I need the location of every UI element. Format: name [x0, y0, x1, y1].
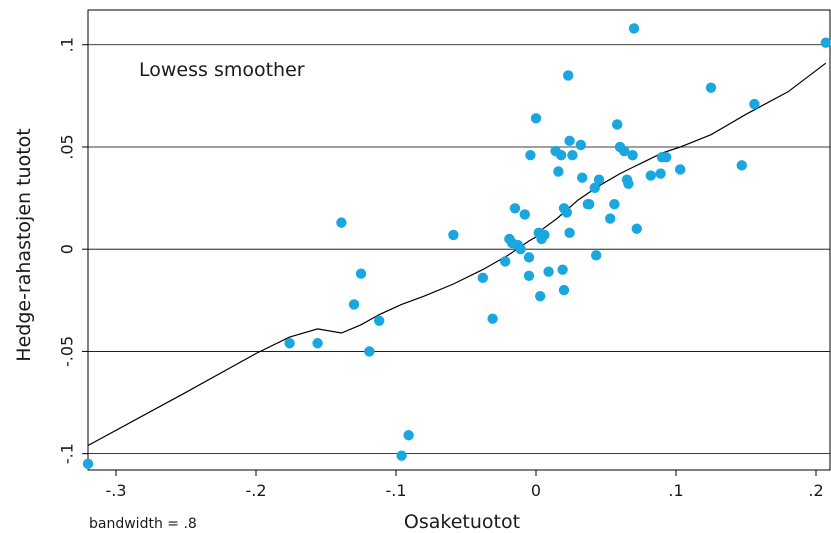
data-point: [535, 291, 546, 302]
data-point: [623, 178, 634, 189]
data-point: [564, 135, 575, 147]
data-point: [558, 284, 570, 296]
data-point: [364, 346, 375, 357]
data-point: [612, 119, 623, 130]
data-point: [396, 450, 407, 461]
data-point: [553, 166, 564, 177]
data-point: [403, 430, 414, 441]
x-tick-label: -.3: [105, 481, 126, 500]
annotation-label: Lowess smoother: [139, 59, 305, 81]
data-point: [645, 170, 656, 181]
data-point: [336, 217, 347, 228]
data-point: [593, 174, 605, 185]
plot-frame: [87, 9, 831, 471]
data-point: [749, 98, 760, 110]
data-point: [312, 338, 323, 349]
x-axis: -.3 -.2 -.1 0 .1 .2: [105, 470, 824, 500]
data-point: [561, 207, 572, 218]
data-point: [557, 264, 568, 275]
data-point: [519, 209, 530, 220]
data-point: [661, 152, 672, 163]
data-point: [348, 299, 360, 310]
data-point: [477, 272, 488, 284]
data-points: [82, 23, 831, 470]
x-tick-label: -.2: [245, 481, 266, 500]
x-tick-label: .2: [808, 481, 823, 500]
y-tick-label: -.05: [58, 336, 77, 367]
data-point: [374, 315, 385, 326]
data-point: [284, 338, 295, 349]
data-point: [567, 149, 578, 161]
data-point: [564, 227, 575, 239]
x-tick-label: .1: [668, 481, 683, 500]
data-point: [605, 213, 616, 224]
data-point: [609, 199, 620, 210]
data-point: [523, 270, 535, 281]
data-point: [523, 252, 535, 263]
bandwidth-note: bandwidth = .8: [89, 516, 197, 532]
data-point: [820, 37, 831, 48]
data-point: [655, 168, 666, 179]
data-point: [448, 229, 459, 241]
y-tick-label: .05: [58, 134, 77, 159]
y-tick-label: -.1: [58, 443, 77, 464]
data-point: [591, 250, 602, 261]
data-point: [584, 199, 595, 210]
data-point: [736, 160, 747, 171]
data-point: [530, 113, 542, 124]
x-axis-title: Osaketuotot: [404, 511, 520, 533]
data-point: [509, 203, 521, 214]
lowess-line: [87, 62, 827, 447]
data-point: [589, 182, 600, 194]
y-axis: -.1 -.05 0 .05 .1: [58, 37, 88, 464]
data-point: [539, 229, 550, 241]
data-point: [556, 149, 567, 161]
data-point: [355, 268, 367, 279]
data-point: [628, 23, 640, 34]
y-axis-title: Hedge-rahastojen tuotot: [13, 128, 35, 361]
data-point: [619, 145, 630, 157]
x-tick-label: -.1: [385, 481, 406, 500]
data-point: [631, 223, 642, 234]
data-point: [575, 139, 586, 151]
data-point: [627, 149, 638, 161]
data-point: [577, 172, 588, 183]
data-point: [525, 149, 536, 161]
data-point: [487, 313, 498, 324]
data-point: [82, 458, 94, 470]
grid-lines: [88, 44, 830, 455]
data-point: [515, 244, 526, 255]
y-tick-label: .1: [58, 37, 77, 52]
data-point: [500, 256, 511, 267]
y-tick-label: 0: [58, 244, 77, 254]
data-point: [563, 70, 574, 81]
x-tick-label: 0: [531, 481, 541, 500]
data-point: [543, 266, 554, 277]
data-point: [705, 82, 717, 93]
data-point: [675, 164, 686, 175]
